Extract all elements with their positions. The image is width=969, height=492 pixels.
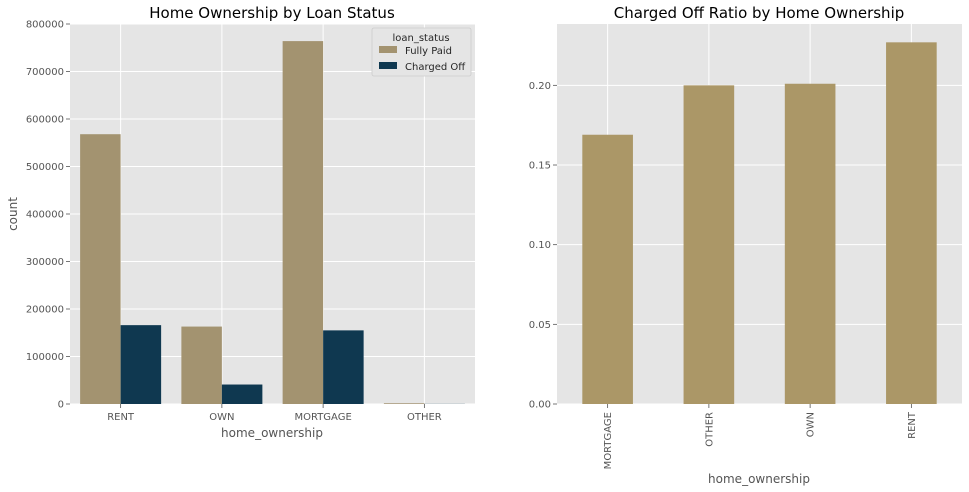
x-tick-label: MORTGAGE: [603, 412, 614, 469]
x-tick-label: RENT: [107, 412, 135, 423]
bars: [80, 41, 465, 404]
bar-charged-off-own: [221, 384, 263, 404]
y-tick-label: 400000: [26, 210, 64, 221]
x-tick-label: MORTGAGE: [294, 412, 351, 423]
bar-own: [784, 83, 836, 405]
x-axis-label: home_ownership: [221, 426, 323, 440]
bar-charged-off-mortgage: [323, 330, 364, 404]
y-tick-label: 600000: [26, 115, 64, 126]
y-tick-label: 0.00: [529, 400, 551, 411]
bar-fully-paid-own: [181, 326, 222, 404]
y-ticks: 0.00 0.05 0.10 0.15 0.20: [529, 81, 557, 411]
bar-fully-paid-mortgage: [282, 41, 324, 404]
x-tick-label: OWN: [806, 412, 817, 437]
bar-charged-off-rent: [120, 325, 162, 404]
y-tick-label: 0.10: [529, 240, 551, 251]
bar-other: [683, 85, 735, 404]
legend: loan_status Fully Paid Charged Off: [371, 27, 472, 77]
legend-swatch-fully-paid: [379, 46, 397, 53]
legend-swatch-charged-off: [379, 62, 397, 69]
x-axis-label: home_ownership: [708, 472, 810, 486]
y-tick-label: 200000: [26, 305, 64, 316]
y-tick-label: 0.20: [529, 81, 551, 92]
legend-label-fully-paid: Fully Paid: [405, 46, 452, 57]
legend-title: loan_status: [392, 33, 449, 44]
bar-mortgage: [582, 134, 633, 404]
bar-fully-paid-rent: [80, 134, 121, 404]
y-tick-label: 300000: [26, 257, 64, 268]
bar-rent: [886, 42, 937, 405]
y-tick-label: 0.05: [529, 320, 551, 331]
x-tick-label: OTHER: [407, 412, 442, 423]
bars: [582, 42, 937, 405]
x-tick-label: OWN: [209, 412, 234, 423]
legend-label-charged-off: Charged Off: [405, 62, 466, 73]
x-ticks: RENT OWN MORTGAGE OTHER: [107, 404, 442, 423]
y-ticks: 0 100000 200000 300000 400000 500000 600000 700…: [26, 20, 70, 411]
x-ticks: MORTGAGE OTHER OWN RENT: [603, 404, 918, 469]
y-axis-label: count: [6, 197, 20, 231]
y-tick-label: 800000: [26, 20, 64, 31]
y-tick-label: 700000: [26, 67, 64, 78]
y-tick-label: 0: [58, 400, 64, 411]
y-tick-label: 100000: [26, 352, 64, 363]
chart-home-ownership-by-loan-status: 0 100000 200000 300000 400000 500000 600000 700…: [6, 4, 475, 440]
bar-fully-paid-other: [383, 403, 425, 404]
y-tick-label: 500000: [26, 162, 64, 173]
chart-charged-off-ratio-by-home-ownership: 0.00 0.05 0.10 0.15 0.20 MORTGAGE OTHER OWN REN…: [529, 4, 962, 486]
chart-title: Charged Off Ratio by Home Ownership: [614, 4, 905, 22]
y-tick-label: 0.15: [529, 161, 551, 172]
x-tick-label: OTHER: [704, 412, 715, 447]
x-tick-label: RENT: [907, 411, 918, 439]
chart-title: Home Ownership by Loan Status: [149, 4, 395, 22]
